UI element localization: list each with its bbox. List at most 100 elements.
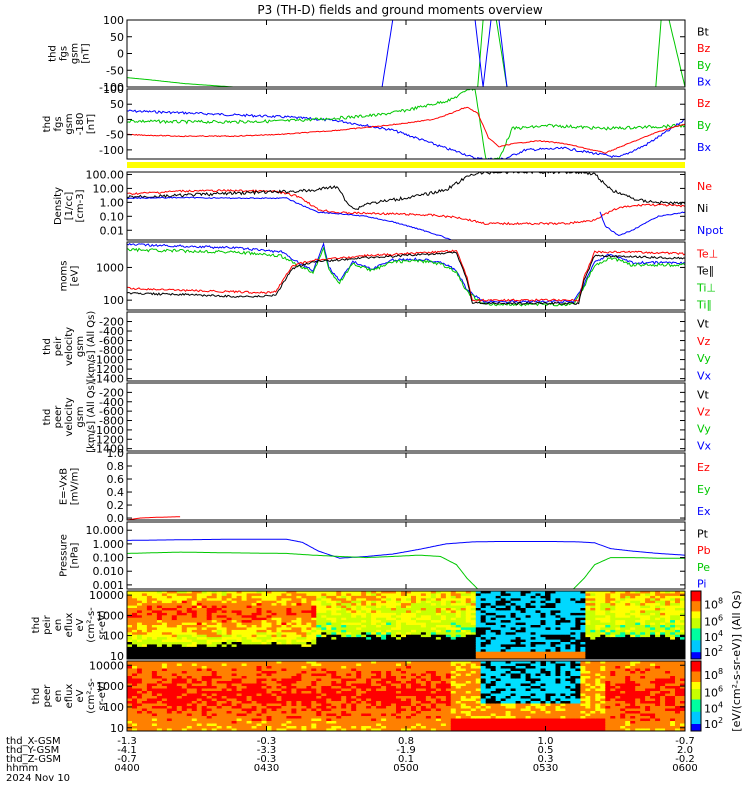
spectrogram-cell (420, 598, 427, 602)
spectrogram-cell (381, 673, 387, 677)
spectrogram-cell (610, 617, 616, 621)
spectrogram-cell (186, 701, 193, 705)
spectrogram-cell (216, 681, 223, 685)
spectrogram-cell (465, 605, 472, 609)
spectrogram-cell (371, 625, 377, 628)
spectrogram-cell (221, 723, 228, 727)
spectrogram-cell (555, 591, 562, 594)
spectrogram-cell (166, 627, 173, 631)
spectrogram-cell (361, 615, 367, 619)
spectrogram-cell (381, 625, 387, 628)
spectrogram-cell (386, 608, 392, 611)
spectrogram-cell (545, 632, 552, 636)
spectrogram-cell (680, 627, 685, 631)
spectrogram-cell (615, 625, 621, 628)
spectrogram-cell (361, 649, 367, 653)
spectrogram-cell (137, 718, 143, 722)
spectrogram-cell (316, 591, 322, 594)
spectrogram-cell (585, 625, 591, 628)
spectrogram-cell (401, 620, 407, 624)
spectrogram-cell (570, 591, 576, 594)
spectrogram-cell (440, 637, 447, 641)
spectrogram-cell (351, 637, 357, 641)
spectrogram-cell (655, 612, 661, 616)
spectrogram-cell (321, 605, 327, 609)
spectrogram-cell (600, 651, 606, 655)
spectrogram-cell (510, 593, 517, 597)
spectrogram-cell (570, 629, 576, 633)
spectrogram-cell (450, 605, 457, 609)
spectrogram-cell (500, 620, 507, 624)
spectrogram-cell (261, 615, 268, 619)
spectrogram-cell (351, 646, 357, 650)
spectrogram-cell (341, 698, 347, 702)
spectrogram-cell (455, 615, 462, 619)
spectrogram-cell (585, 620, 591, 624)
spectrogram-cell (326, 598, 332, 602)
spectrogram-cell (196, 625, 203, 628)
spectrogram-cell (371, 711, 377, 715)
series-group (127, 20, 685, 87)
spectrogram-cell (266, 686, 273, 690)
spectrogram-cell (281, 693, 287, 697)
spectrogram-cell (510, 656, 517, 659)
spectrogram-cell (181, 691, 188, 695)
spectrogram-cell (376, 676, 382, 680)
spectrogram-cell (127, 608, 133, 611)
spectrogram-cell (161, 696, 168, 700)
spectrogram-cell (286, 718, 292, 722)
spectrogram-cell (336, 605, 342, 609)
spectrogram-cell (176, 686, 183, 690)
spectrogram-cell (321, 666, 327, 670)
spectrogram-cell (635, 629, 641, 633)
y-tick-label: 100 (103, 83, 124, 96)
spectrogram-cell (226, 691, 233, 695)
spectrogram-cell (435, 627, 442, 631)
spectrogram-cell (137, 651, 143, 655)
spectrogram-cell (580, 617, 586, 621)
spectrogram-cell (321, 676, 327, 680)
spectrogram-cell (176, 718, 183, 722)
spectrogram-cell (161, 600, 168, 604)
spectrogram-cell (381, 654, 387, 658)
spectrogram-cell (141, 721, 148, 725)
spectrogram-cell (156, 610, 163, 614)
spectrogram-cell (485, 656, 492, 659)
spectrogram-cell (500, 642, 507, 645)
spectrogram-cell (181, 605, 188, 609)
spectrogram-cell (181, 595, 188, 599)
spectrogram-cell (391, 622, 397, 626)
spectrogram-cell (550, 600, 557, 604)
spectrogram-cell (236, 654, 243, 658)
legend-label: Vy (697, 423, 711, 436)
spectrogram-cell (161, 698, 168, 702)
spectrogram-cell (311, 686, 317, 690)
spectrogram-cell (585, 632, 591, 636)
spectrogram-cell (316, 625, 322, 628)
spectrogram-cell (455, 622, 462, 626)
spectrogram-cell (520, 620, 527, 624)
spectrogram-cell (590, 634, 596, 638)
spectrogram-cell (141, 627, 148, 631)
spectrogram-cell (485, 646, 492, 650)
spectrogram-cells (127, 661, 685, 731)
spectrogram-cell (341, 703, 347, 707)
spectrogram-cell (156, 644, 163, 648)
spectrogram-cell (440, 615, 447, 619)
spectrogram-cell (620, 629, 626, 633)
spectrogram-cell (196, 683, 203, 687)
spectrogram-cell (535, 598, 542, 602)
spectrogram-cell (146, 668, 153, 672)
spectrogram-cell (221, 691, 228, 695)
spectrogram-cell (396, 620, 402, 624)
spectrogram-cell (411, 620, 417, 624)
spectrogram-cell (291, 625, 297, 628)
spectrogram-cell (470, 627, 477, 631)
spectrogram-cell (495, 598, 502, 602)
spectrogram-cell (311, 615, 317, 619)
legend-label: Vz (697, 406, 711, 419)
spectrogram-cell (281, 728, 287, 731)
spectrogram-cell (600, 612, 606, 616)
spectrogram-cell (450, 656, 457, 659)
